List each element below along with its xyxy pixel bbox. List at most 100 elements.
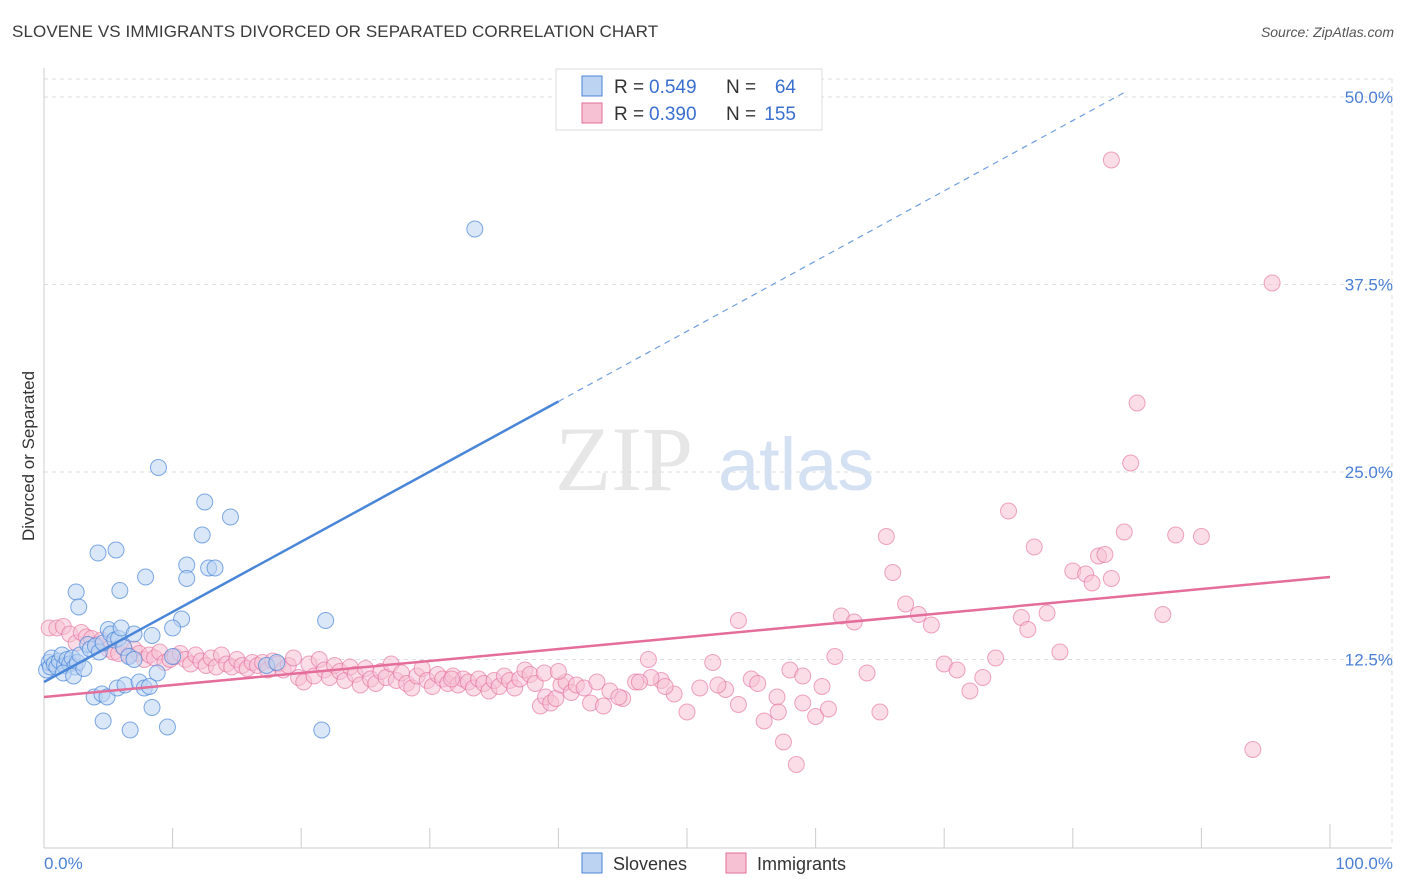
immigrants-point: [443, 670, 461, 688]
immigrants-point: [1244, 741, 1262, 758]
immigrants-point: [1019, 621, 1037, 638]
y-tick-labels: 12.5% 25.0% 37.5% 50.0%: [1345, 88, 1393, 670]
legend-swatch-immigrants: [581, 102, 603, 124]
legend-n-value-2: 155: [764, 104, 796, 125]
immigrants-point: [871, 703, 889, 721]
slovenes-point: [70, 598, 88, 616]
bottom-legend-swatch-slovenes: [581, 852, 603, 874]
immigrants-point: [729, 696, 747, 713]
slovenes-point: [466, 220, 484, 238]
top-legend: R = 0.549 N = 64 R = 0.390 N = 155: [555, 68, 823, 131]
slovenes-point: [143, 627, 161, 644]
immigrants-point: [987, 649, 1005, 667]
x-tick-label-min: 0.0%: [44, 854, 83, 873]
legend-r-label-2: R =: [614, 104, 644, 125]
immigrants-point: [826, 648, 844, 665]
slovenes-point: [143, 699, 161, 716]
slovenes-point: [164, 648, 182, 665]
immigrants-point: [678, 703, 696, 721]
immigrants-point: [630, 673, 648, 691]
immigrants-point: [549, 663, 567, 680]
immigrants-point: [922, 616, 940, 634]
slovenes-point: [67, 583, 85, 601]
immigrants-point: [774, 733, 792, 751]
slovenes-point: [193, 526, 211, 544]
immigrants-point: [704, 654, 722, 671]
immigrants-trend-line: [43, 575, 1331, 699]
slovenes-point: [206, 559, 224, 577]
watermark-atlas: atlas: [718, 423, 874, 506]
immigrants-point: [1038, 604, 1056, 622]
legend-swatch-slovenes: [581, 75, 603, 97]
source-note: Source: ZipAtlas.com: [1260, 24, 1394, 40]
bottom-legend-label-immigrants: Immigrants: [757, 854, 846, 874]
bottom-legend-swatch-immigrants: [725, 852, 747, 874]
slovenes-point: [178, 570, 196, 587]
slovenes-point: [317, 612, 335, 629]
immigrants-point: [768, 688, 786, 706]
immigrants-point: [794, 667, 812, 685]
immigrants-point: [1051, 643, 1069, 661]
immigrants-point: [858, 664, 876, 682]
immigrants-point: [749, 675, 767, 692]
legend-r-label-1: R =: [614, 77, 644, 98]
immigrants-point: [691, 679, 709, 697]
watermark-zip: ZIP: [555, 408, 693, 510]
immigrants-point: [974, 669, 992, 686]
immigrants-point: [1128, 394, 1146, 412]
slovenes-point: [89, 544, 107, 562]
immigrants-point: [1102, 570, 1120, 587]
immigrants-point: [588, 673, 606, 691]
immigrants-point: [709, 676, 727, 694]
legend-r-value-2: 0.390: [649, 104, 697, 125]
y-tick-label-1: 25.0%: [1345, 463, 1393, 482]
immigrants-point: [1154, 606, 1172, 623]
slovenes-point: [196, 493, 214, 511]
immigrants-point: [1000, 502, 1017, 520]
legend-n-label-2: N =: [726, 104, 756, 125]
immigrants-point: [1167, 526, 1185, 544]
immigrants-point: [1083, 574, 1101, 592]
immigrants-point: [755, 712, 773, 730]
immigrants-point: [1115, 523, 1133, 541]
y-tick-label-0: 12.5%: [1345, 651, 1393, 670]
legend-n-value-1: 64: [775, 77, 797, 98]
immigrants-point: [787, 756, 805, 773]
immigrants-point: [1263, 274, 1281, 292]
bottom-legend: Slovenes Immigrants: [581, 852, 846, 874]
immigrants-point: [610, 688, 628, 706]
immigrants-point: [948, 661, 966, 679]
slovenes-point: [164, 619, 182, 637]
slovenes-point: [107, 541, 125, 559]
immigrants-point: [284, 649, 302, 667]
immigrants-point: [594, 697, 612, 715]
immigrants-point: [961, 682, 979, 700]
immigrants-point: [877, 528, 895, 545]
slovenes-point: [94, 712, 112, 730]
immigrants-point: [1192, 528, 1210, 545]
bottom-legend-label-slovenes: Slovenes: [613, 854, 687, 874]
immigrants-point: [813, 678, 831, 695]
immigrants-point: [807, 708, 825, 725]
x-tick-label-max: 100.0%: [1335, 854, 1393, 873]
trend-lines: [43, 91, 1331, 699]
immigrants-point: [897, 595, 915, 613]
y-axis-label: Divorced or Separated: [19, 371, 38, 541]
chart-title: SLOVENE VS IMMIGRANTS DIVORCED OR SEPARA…: [12, 22, 659, 41]
slovenes-trend-line: [43, 400, 559, 684]
legend-r-value-1: 0.549: [649, 77, 697, 98]
legend-n-label-1: N =: [726, 77, 756, 98]
slovenes-point: [149, 459, 167, 476]
immigrants-point: [1122, 454, 1140, 472]
immigrants-point: [656, 678, 674, 695]
immigrants-point: [729, 612, 747, 629]
slovenes-point: [137, 568, 155, 586]
slovenes-point: [121, 721, 139, 739]
immigrants-point: [535, 664, 553, 682]
immigrants-point: [1102, 151, 1120, 169]
immigrants-point: [884, 564, 902, 581]
slovenes-point: [221, 508, 239, 526]
immigrants-point: [819, 700, 837, 718]
slovenes-point: [148, 664, 166, 682]
immigrants-point: [769, 703, 787, 721]
